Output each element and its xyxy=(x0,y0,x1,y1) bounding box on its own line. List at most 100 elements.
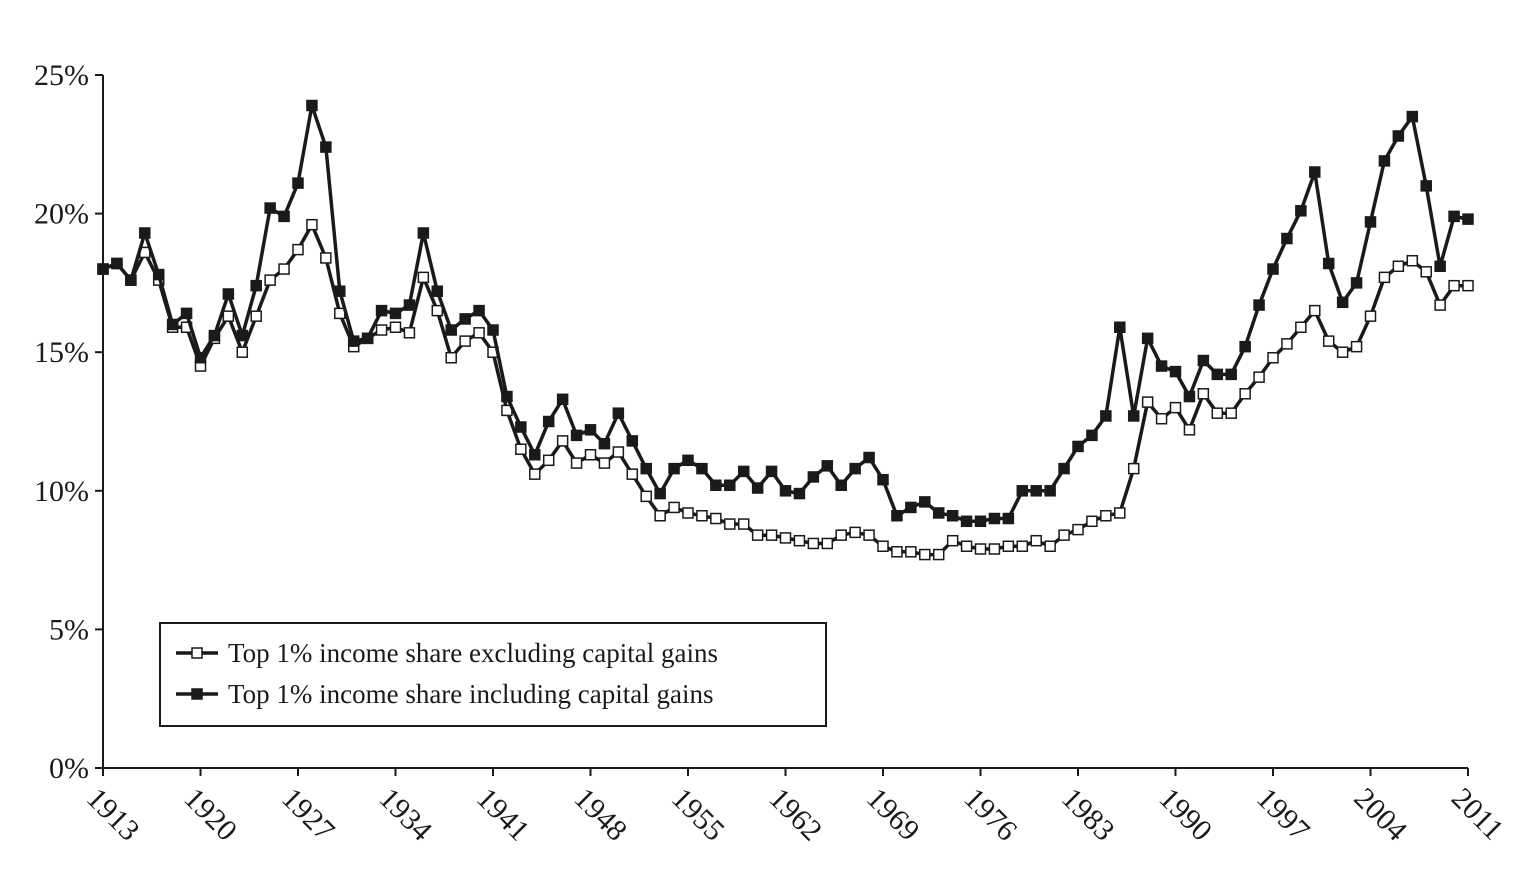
data-point xyxy=(180,307,193,320)
data-point xyxy=(1100,509,1112,522)
data-point xyxy=(1253,371,1265,383)
data-point xyxy=(1295,321,1307,334)
data-point xyxy=(375,324,388,336)
data-point xyxy=(139,227,151,239)
data-point xyxy=(1044,485,1056,497)
x-tick-label: 1934 xyxy=(373,782,439,848)
data-point xyxy=(849,462,861,475)
data-point xyxy=(793,487,806,500)
legend: Top 1% income share excluding capital ga… xyxy=(159,622,827,727)
data-point xyxy=(542,454,555,467)
data-point xyxy=(1016,540,1029,552)
data-point xyxy=(960,540,973,552)
y-axis-ticks: 0% 5% 10% 15% 20% 25% xyxy=(34,59,103,785)
data-point xyxy=(278,263,290,275)
data-point xyxy=(1364,310,1377,322)
data-point xyxy=(891,546,903,558)
data-point xyxy=(668,501,680,514)
data-point xyxy=(473,327,485,339)
x-tick-label: 2011 xyxy=(1445,782,1510,847)
data-point xyxy=(821,537,834,550)
data-point xyxy=(1267,351,1279,364)
data-point xyxy=(306,99,318,112)
y-tick-label: 5% xyxy=(49,613,89,646)
data-point xyxy=(1155,412,1168,425)
data-point xyxy=(264,274,276,286)
data-point xyxy=(1434,260,1446,273)
data-point xyxy=(626,435,639,447)
data-point xyxy=(264,202,276,214)
data-point xyxy=(1462,213,1474,225)
data-point xyxy=(779,532,792,544)
data-point xyxy=(208,329,221,342)
data-point xyxy=(988,543,1001,555)
data-point xyxy=(807,537,820,550)
data-point xyxy=(1420,180,1432,192)
data-point xyxy=(1378,271,1391,284)
data-point xyxy=(710,512,722,525)
data-point xyxy=(1378,155,1391,167)
data-point xyxy=(389,321,402,334)
y-tick-label: 15% xyxy=(34,336,89,369)
data-point xyxy=(1462,279,1474,292)
data-point xyxy=(919,496,931,508)
data-point xyxy=(1072,523,1084,536)
data-point xyxy=(1030,485,1042,497)
data-point xyxy=(932,548,945,561)
data-point xyxy=(640,462,652,475)
data-point xyxy=(501,390,513,403)
data-point xyxy=(1183,390,1196,403)
data-point xyxy=(222,310,235,322)
data-point xyxy=(1420,266,1432,278)
data-point xyxy=(584,449,597,461)
series-including-capital-gains xyxy=(97,99,1474,528)
data-point xyxy=(863,529,875,541)
data-point xyxy=(306,218,318,231)
series-excluding-capital-gains xyxy=(97,218,1474,561)
data-point xyxy=(389,307,402,320)
data-point xyxy=(598,437,611,450)
data-point xyxy=(1114,507,1126,519)
data-point xyxy=(1281,232,1293,245)
y-tick-label: 20% xyxy=(34,198,89,231)
data-point xyxy=(598,457,611,469)
data-point xyxy=(236,346,249,358)
data-point xyxy=(793,534,806,547)
data-point xyxy=(1211,407,1224,419)
data-point xyxy=(1336,346,1349,358)
x-tick-label: 1941 xyxy=(470,782,536,848)
data-point xyxy=(1448,210,1460,223)
data-point xyxy=(696,509,708,522)
data-point xyxy=(570,429,583,442)
data-point xyxy=(1239,388,1251,400)
data-point xyxy=(737,465,750,478)
data-point xyxy=(974,543,987,555)
legend-label: Top 1% income share excluding capital ga… xyxy=(228,638,718,668)
x-tick-label: 1983 xyxy=(1055,782,1121,848)
data-point xyxy=(1322,335,1335,347)
data-point xyxy=(1058,462,1070,475)
series-line xyxy=(102,222,1468,557)
data-point xyxy=(891,509,903,522)
data-point xyxy=(1364,216,1377,228)
data-point xyxy=(403,299,416,311)
x-tick-label: 1955 xyxy=(665,782,731,848)
data-point xyxy=(1295,205,1307,217)
data-point xyxy=(1309,166,1321,178)
x-tick-label: 1948 xyxy=(568,782,634,848)
data-point xyxy=(1225,407,1237,419)
data-point xyxy=(1281,338,1293,350)
series-layer xyxy=(97,99,1474,561)
data-point xyxy=(877,540,889,552)
data-point xyxy=(515,443,527,455)
data-point xyxy=(807,471,820,483)
data-point xyxy=(334,285,346,297)
data-point xyxy=(347,335,360,347)
x-tick-label: 1962 xyxy=(763,782,829,848)
data-point xyxy=(152,268,165,281)
data-point xyxy=(626,468,639,480)
data-point xyxy=(445,351,457,364)
data-point xyxy=(1336,296,1349,309)
data-point xyxy=(1016,485,1029,497)
data-point xyxy=(1406,254,1419,267)
